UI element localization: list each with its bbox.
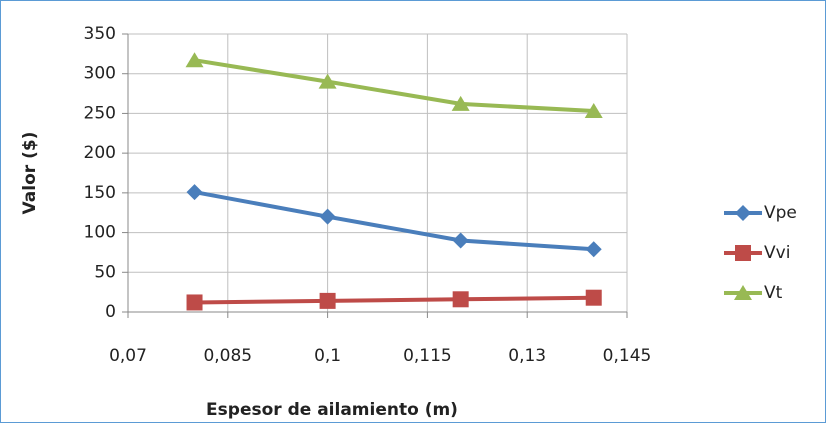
y-tick-label: 100: [84, 223, 116, 243]
marker: [186, 294, 203, 311]
y-tick-label: 300: [84, 64, 116, 84]
y-tick-label: 350: [84, 24, 116, 44]
y-tick-label: 200: [84, 143, 116, 163]
legend-label: Vpe: [764, 203, 797, 223]
legend-label: Vvi: [764, 243, 790, 263]
series-line: [194, 295, 594, 305]
marker: [735, 205, 751, 221]
marker: [185, 52, 204, 68]
y-tick-label: 50: [94, 262, 116, 282]
x-tick-label: 0,085: [203, 346, 252, 366]
legend-label: Vt: [764, 283, 783, 303]
marker: [319, 292, 336, 309]
marker: [452, 232, 469, 249]
marker: [735, 245, 751, 261]
marker: [318, 73, 337, 89]
y-tick-label: 150: [84, 183, 116, 203]
marker: [585, 289, 602, 306]
marker: [451, 95, 470, 111]
x-axis-title: Espesor de ailamiento (m): [206, 400, 458, 420]
marker: [319, 208, 336, 225]
y-axis-title: Valor ($): [20, 132, 40, 215]
series-line: [194, 58, 594, 114]
y-tick-label: 250: [84, 103, 116, 123]
x-tick-label: 0,115: [403, 346, 452, 366]
marker: [585, 241, 602, 258]
marker: [452, 291, 469, 308]
x-tick-label: 0,1: [314, 346, 341, 366]
series-line: [194, 190, 594, 252]
x-tick-label: 0,07: [109, 346, 147, 366]
x-tick-label: 0,13: [508, 346, 546, 366]
marker: [734, 285, 752, 300]
marker: [584, 103, 603, 119]
y-tick-label: 0: [105, 302, 116, 322]
marker: [186, 184, 203, 201]
x-tick-label: 0,145: [603, 346, 652, 366]
